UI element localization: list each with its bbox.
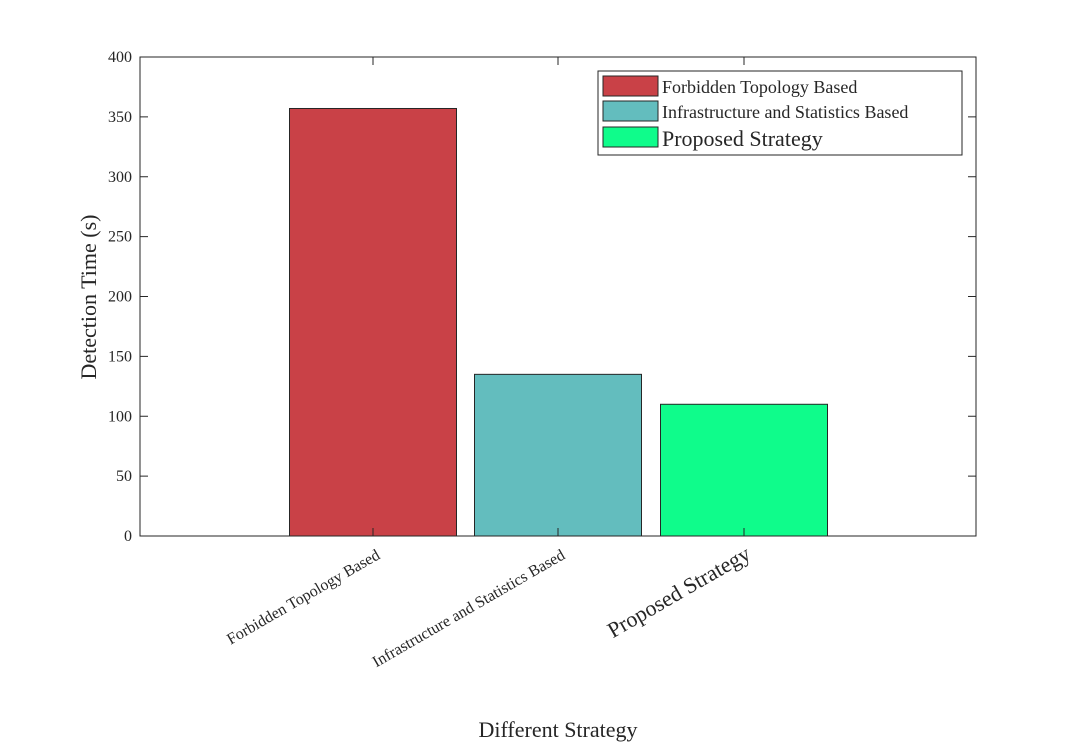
x-tick-label: Proposed Strategy [603, 541, 755, 643]
y-tick-label: 300 [108, 169, 132, 186]
legend: Forbidden Topology Based Infrastructure … [597, 70, 963, 156]
y-tick-label: 200 [108, 289, 132, 306]
legend-swatch-forbidden [602, 75, 659, 97]
y-axis-title: Detection Time (s) [76, 215, 101, 380]
y-tick-label: 400 [108, 49, 132, 66]
x-axis-title: Different Strategy [478, 717, 637, 742]
x-tick-label: Forbidden Topology Based [224, 547, 383, 649]
bar-proposed-strategy [660, 403, 828, 537]
x-tick-label: Infrastructure and Statistics Based [370, 547, 568, 671]
bar-infrastructure-and-statistics-based [474, 373, 642, 537]
legend-label-proposed: Proposed Strategy [662, 126, 823, 151]
legend-swatch-proposed [602, 126, 659, 148]
legend-label-infrastructure: Infrastructure and Statistics Based [662, 102, 908, 122]
legend-label-forbidden: Forbidden Topology Based [662, 77, 857, 97]
legend-swatch-infrastructure [602, 100, 659, 122]
y-tick-label: 100 [108, 408, 132, 425]
y-tick-label: 250 [108, 229, 132, 246]
y-tick-label: 350 [108, 109, 132, 126]
y-tick-label: 50 [116, 468, 132, 485]
legend-box [597, 70, 963, 156]
y-tick-label: 150 [108, 348, 132, 365]
bar-forbidden-topology-based [289, 107, 457, 537]
y-tick-label: 0 [124, 528, 132, 545]
